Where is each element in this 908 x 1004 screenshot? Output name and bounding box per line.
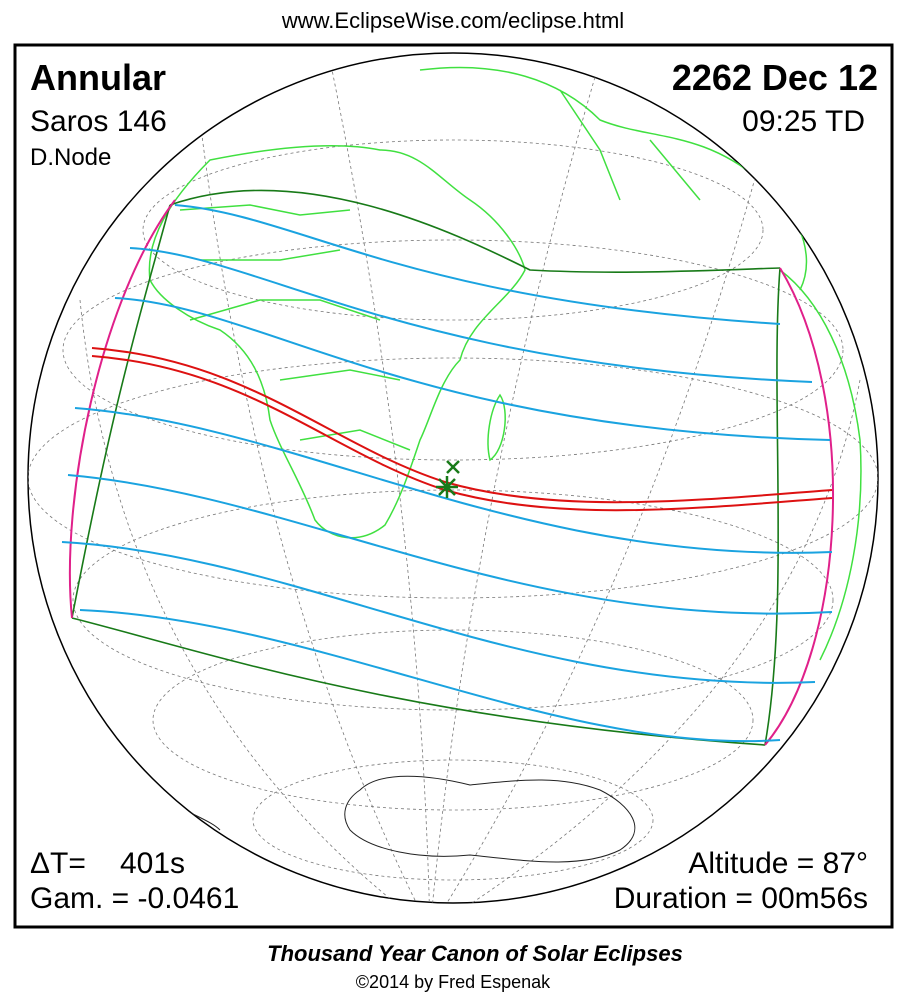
- globe: [27, 52, 879, 904]
- delta-t: 401s: [120, 847, 185, 880]
- node: D.Node: [30, 144, 111, 171]
- gamma: Gam. = -0.0461: [30, 882, 239, 915]
- time: 09:25 TD: [742, 105, 865, 138]
- eclipse-date: 2262 Dec 12: [672, 57, 878, 98]
- frame: [13, 43, 894, 929]
- footer-title: Thousand Year Canon of Solar Eclipses: [267, 941, 683, 966]
- duration: Duration = 00m56s: [614, 882, 868, 915]
- altitude: Altitude = 87°: [688, 847, 868, 880]
- copyright: ©2014 by Fred Espenak: [356, 972, 551, 992]
- url: www.EclipseWise.com/eclipse.html: [281, 8, 624, 33]
- delta-t-label: ΔT=: [30, 847, 86, 880]
- saros: Saros 146: [30, 105, 167, 138]
- eclipse-type: Annular: [30, 57, 166, 98]
